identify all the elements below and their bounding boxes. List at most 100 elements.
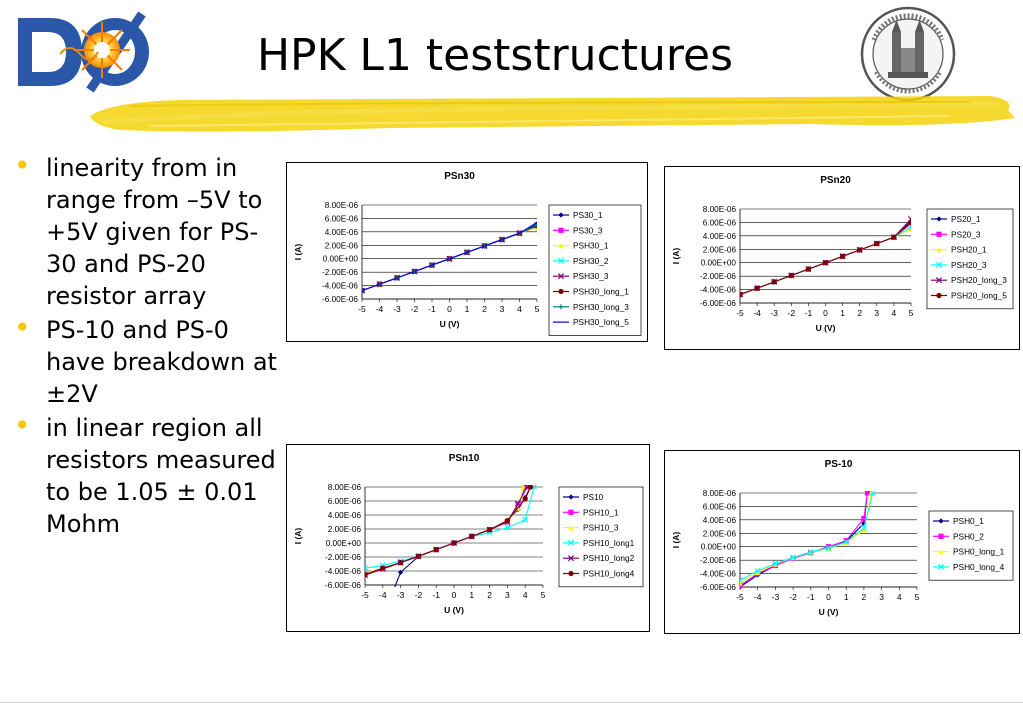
x-tick-label: 3: [874, 308, 879, 318]
x-tick-label: -5: [736, 592, 744, 602]
y-tick-label: -6.00E-06: [325, 581, 361, 590]
data-point: [807, 549, 814, 556]
data-point: [504, 518, 510, 524]
chart-psn10: PSn10 8.00E-06 6.00E-06 4.00E-06 2.00E-06 0.0…: [286, 444, 650, 632]
highlight-brush-stroke: [90, 96, 1015, 132]
legend-marker: [557, 273, 565, 280]
legend-marker: [936, 216, 942, 222]
y-tick-label: -2.00E-06: [700, 272, 736, 281]
data-point: [755, 569, 761, 575]
legend-marker: [936, 292, 942, 299]
legend-entry: PSH0_1: [953, 516, 984, 526]
data-point: [534, 222, 537, 228]
y-axis-label: I (A): [671, 248, 681, 265]
legend-box: [558, 486, 644, 588]
legend-box: [926, 208, 1014, 310]
university-seal-icon: [860, 6, 956, 102]
legend-entry: PSH20_long_5: [951, 291, 1007, 301]
data-point: [365, 571, 368, 578]
data-point: [527, 485, 534, 490]
y-tick-label: 6.00E-06: [703, 502, 737, 511]
x-axis-label: U (V): [444, 605, 464, 615]
data-point: [869, 491, 876, 497]
x-tick-label: 1: [465, 304, 470, 314]
x-tick-label: -3: [397, 590, 405, 600]
data-point: [362, 288, 365, 294]
x-tick-label: 5: [535, 304, 540, 314]
bullet-dot-icon: •: [14, 149, 31, 182]
series-line: [740, 218, 911, 296]
y-tick-label: 6.00E-06: [703, 218, 737, 227]
data-point: [754, 567, 761, 574]
y-tick-label: 0.00E+00: [323, 255, 359, 264]
bullet-dot-icon: •: [14, 409, 31, 442]
series-group: [740, 216, 911, 298]
data-point: [365, 565, 369, 572]
legend-entry: PSH10_long1: [583, 538, 635, 548]
legend-entry: PSH10_long4: [583, 569, 635, 579]
data-point: [805, 266, 811, 272]
legend-entry: PSH0_2: [953, 531, 984, 541]
legend-entry: PSH30_long_1: [573, 287, 629, 297]
x-tick-label: -4: [753, 308, 761, 318]
data-point: [522, 485, 528, 490]
bullet-item: • linearity from in range from –5V to +5V…: [14, 149, 286, 312]
legend-marker: [938, 518, 944, 524]
data-point: [790, 554, 797, 561]
legend-entry: PSH30_long_3: [573, 302, 629, 312]
data-point: [504, 524, 511, 531]
legend-marker: [558, 227, 564, 233]
legend-marker: [558, 243, 564, 249]
x-tick-label: -2: [415, 590, 423, 600]
y-tick-label: -2.00E-06: [700, 556, 736, 565]
legend-marker: [937, 563, 945, 570]
data-point: [857, 247, 863, 253]
series-line: [365, 486, 526, 576]
y-tick-label: -4.00E-06: [700, 570, 736, 579]
series-line: [365, 486, 535, 569]
x-tick-label: -4: [379, 590, 387, 600]
d0-logo: [18, 11, 149, 93]
x-tick-label: -1: [805, 308, 813, 318]
x-tick-label: 2: [487, 590, 492, 600]
legend-entry: PSH10_long2: [583, 553, 635, 563]
data-point: [788, 272, 794, 279]
bullet-text: linearity from in range from –5V to +5V …: [46, 154, 263, 310]
footer-divider: [0, 702, 1023, 703]
data-point: [487, 527, 493, 533]
y-tick-label: -6.00E-06: [322, 295, 358, 304]
chart-title: PSn10: [449, 453, 480, 464]
data-point: [740, 292, 743, 298]
series-group: [362, 221, 537, 294]
legend-entry: PS20_3: [951, 229, 981, 239]
x-tick-label: 3: [879, 592, 884, 602]
x-axis-label: U (V): [816, 323, 836, 333]
x-tick-label: 1: [469, 590, 474, 600]
y-tick-label: -6.00E-06: [700, 299, 736, 308]
slide-title: HPK L1 teststructures: [256, 30, 734, 81]
x-tick-label: 4: [523, 590, 528, 600]
x-axis-label: U (V): [440, 319, 460, 329]
legend-marker: [567, 555, 575, 562]
y-tick-label: 6.00E-06: [328, 497, 362, 506]
y-tick-label: 0.00E+00: [701, 259, 737, 268]
legend-entry: PSH30_1: [573, 241, 609, 251]
y-tick-label: 2.00E-06: [703, 529, 737, 538]
legend-entry: PSH10_1: [583, 507, 619, 517]
legend-entry: PSH20_3: [951, 260, 987, 270]
chart-title: PSn20: [820, 175, 851, 186]
data-point: [387, 596, 392, 601]
y-tick-label: 0.00E+00: [701, 543, 737, 552]
x-tick-label: -5: [358, 304, 366, 314]
x-tick-label: 4: [517, 304, 522, 314]
data-point: [740, 577, 744, 584]
y-tick-label: 8.00E-06: [328, 483, 362, 492]
x-tick-label: 4: [897, 592, 902, 602]
legend-marker: [557, 257, 565, 264]
chart-psn30: PSn30 8.00E-06 6.00E-06 4.00E-06 2.00E-06 0.0…: [286, 162, 648, 342]
chart-svg: PS-10 8.00E-06 6.00E-06 4.00E-06 2.00E-06 0.0…: [671, 459, 1014, 617]
data-point: [840, 253, 846, 259]
data-point: [822, 260, 829, 266]
legend-entry: PS30_1: [573, 210, 603, 220]
x-tick-label: 3: [505, 590, 510, 600]
